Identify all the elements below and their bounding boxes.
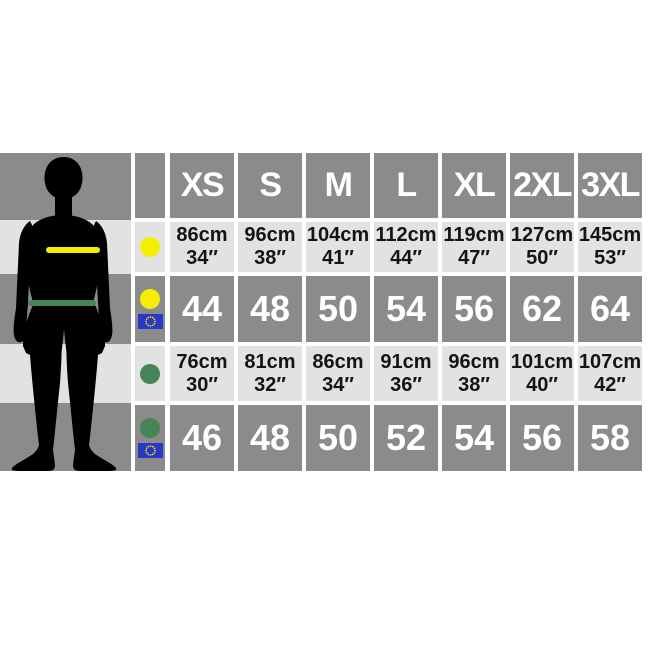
chest-in-value: 44″ bbox=[390, 247, 422, 269]
waist-in-value: 38″ bbox=[458, 373, 490, 396]
chest-in-value: 50″ bbox=[526, 247, 558, 269]
chest-cm-cell: 96cm 38″ bbox=[238, 222, 302, 272]
chest-cm-cell: 127cm 50″ bbox=[510, 222, 574, 272]
chest-cm-value: 96cm bbox=[244, 224, 296, 246]
waist-eu-cell: 52 bbox=[374, 405, 438, 471]
size-header: XS bbox=[170, 153, 234, 218]
waist-in-value: 36″ bbox=[390, 373, 422, 396]
indicator-column bbox=[135, 153, 165, 471]
chest-in-value: 38″ bbox=[254, 247, 286, 269]
chest-cm-value: 86cm bbox=[176, 224, 228, 246]
waist-circle-icon bbox=[140, 418, 160, 438]
waist-eu-marker-cell bbox=[135, 405, 165, 471]
waist-cm-cell: 76cm 30″ bbox=[170, 346, 234, 401]
chest-cm-cell: 86cm 34″ bbox=[170, 222, 234, 272]
waist-in-value: 42″ bbox=[594, 373, 626, 396]
waist-eu-cell: 54 bbox=[442, 405, 506, 471]
waist-cm-value: 96cm bbox=[448, 350, 500, 373]
chest-cm-value: 127cm bbox=[510, 224, 574, 246]
chest-cm-value: 112cm bbox=[375, 224, 437, 246]
chest-cm-value: 104cm bbox=[306, 224, 370, 246]
waist-cm-value: 76cm bbox=[176, 350, 228, 373]
waist-cm-value: 101cm bbox=[510, 350, 574, 373]
waist-marker-cell bbox=[135, 346, 165, 401]
size-header: S bbox=[238, 153, 302, 218]
waist-cm-cell: 96cm 38″ bbox=[442, 346, 506, 401]
chest-in-value: 41″ bbox=[322, 247, 354, 269]
waist-cm-cell: 107cm 42″ bbox=[578, 346, 642, 401]
chest-eu-cell: 54 bbox=[374, 276, 438, 342]
chest-cm-value: 119cm bbox=[443, 224, 505, 246]
chest-circle-icon bbox=[140, 289, 160, 309]
chest-eu-cell: 50 bbox=[306, 276, 370, 342]
indicator-header-cell bbox=[135, 153, 165, 218]
waist-in-value: 32″ bbox=[254, 373, 286, 396]
waist-in-value: 40″ bbox=[526, 373, 558, 396]
eu-flag-icon bbox=[137, 443, 163, 458]
chest-eu-cell: 44 bbox=[170, 276, 234, 342]
waist-cm-value: 91cm bbox=[380, 350, 432, 373]
chest-measure-line bbox=[46, 247, 100, 253]
size-column-2xl: 2XL 127cm 50″ 62 101cm 40″ 56 bbox=[510, 153, 574, 471]
size-column-xl: XL 119cm 47″ 56 96cm 38″ 54 bbox=[442, 153, 506, 471]
waist-eu-cell: 46 bbox=[170, 405, 234, 471]
chest-circle-icon bbox=[140, 237, 160, 257]
waist-cm-value: 86cm bbox=[312, 350, 364, 373]
chest-cm-value: 145cm bbox=[578, 224, 642, 246]
waist-eu-cell: 58 bbox=[578, 405, 642, 471]
eu-flag-icon bbox=[137, 314, 163, 329]
chest-eu-cell: 48 bbox=[238, 276, 302, 342]
size-column-s: S 96cm 38″ 48 81cm 32″ 48 bbox=[238, 153, 302, 471]
waist-cm-value: 107cm bbox=[578, 350, 642, 373]
waist-circle-icon bbox=[140, 363, 160, 384]
size-header: M bbox=[306, 153, 370, 218]
waist-cm-cell: 86cm 34″ bbox=[306, 346, 370, 401]
chest-in-value: 34″ bbox=[186, 247, 218, 269]
waist-in-value: 30″ bbox=[186, 373, 218, 396]
chest-cm-cell: 112cm 44″ bbox=[374, 222, 438, 272]
chest-cm-cell: 145cm 53″ bbox=[578, 222, 642, 272]
size-column-xs: XS 86cm 34″ 44 76cm 30″ 46 bbox=[170, 153, 234, 471]
waist-cm-cell: 101cm 40″ bbox=[510, 346, 574, 401]
chest-eu-cell: 56 bbox=[442, 276, 506, 342]
male-silhouette bbox=[11, 157, 117, 471]
size-column-l: L 112cm 44″ 54 91cm 36″ 52 bbox=[374, 153, 438, 471]
chest-cm-cell: 104cm 41″ bbox=[306, 222, 370, 272]
waist-cm-value: 81cm bbox=[244, 350, 296, 373]
stripe-row-waist-cm bbox=[0, 344, 131, 403]
size-header: XL bbox=[442, 153, 506, 218]
figure-panel bbox=[0, 153, 131, 471]
waist-in-value: 34″ bbox=[322, 373, 354, 396]
chest-in-value: 53″ bbox=[594, 247, 626, 269]
size-column-m: M 104cm 41″ 50 86cm 34″ 50 bbox=[306, 153, 370, 471]
chest-in-value: 47″ bbox=[458, 247, 490, 269]
size-header: 3XL bbox=[578, 153, 642, 218]
chest-eu-cell: 62 bbox=[510, 276, 574, 342]
size-header: 2XL bbox=[510, 153, 574, 218]
waist-cm-cell: 81cm 32″ bbox=[238, 346, 302, 401]
waist-measure-line bbox=[28, 300, 96, 306]
chest-marker-cell bbox=[135, 222, 165, 272]
size-header: L bbox=[374, 153, 438, 218]
chest-cm-cell: 119cm 47″ bbox=[442, 222, 506, 272]
waist-cm-cell: 91cm 36″ bbox=[374, 346, 438, 401]
waist-eu-cell: 50 bbox=[306, 405, 370, 471]
waist-eu-cell: 48 bbox=[238, 405, 302, 471]
waist-eu-cell: 56 bbox=[510, 405, 574, 471]
stripe-row-waist-eu bbox=[0, 403, 131, 471]
chest-eu-cell: 64 bbox=[578, 276, 642, 342]
chest-eu-marker-cell bbox=[135, 276, 165, 342]
size-column-3xl: 3XL 145cm 53″ 64 107cm 42″ 58 bbox=[578, 153, 642, 471]
